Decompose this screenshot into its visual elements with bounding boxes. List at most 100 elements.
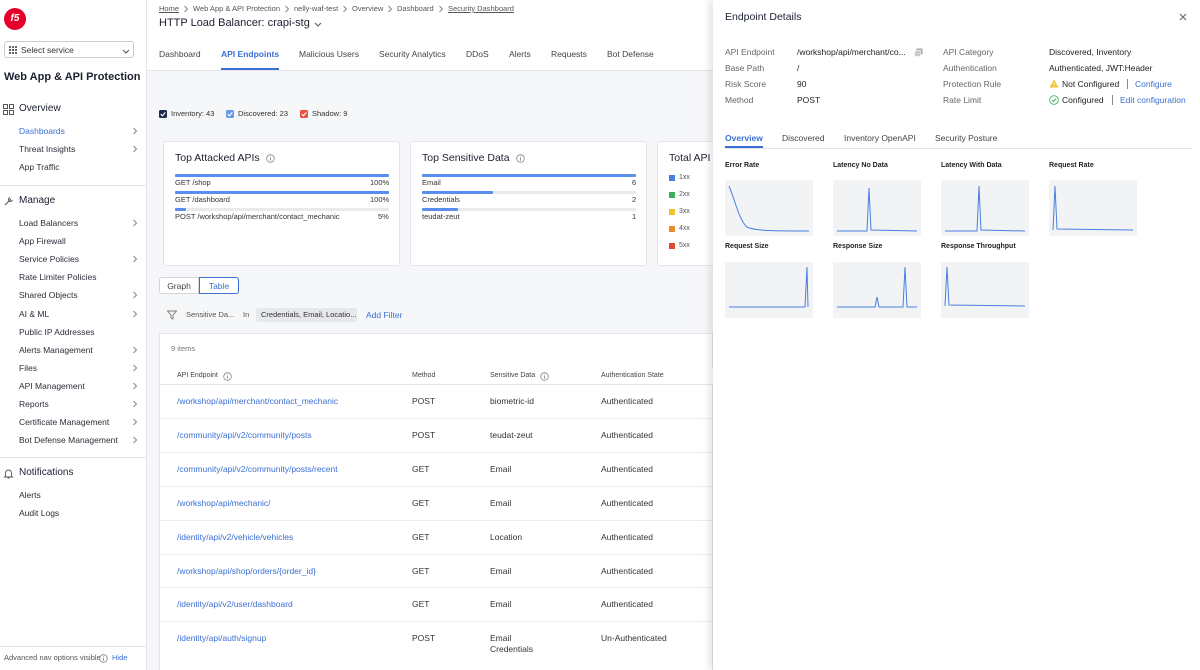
bar-value: 5% [378,212,389,221]
breadcrumb-item[interactable]: nelly-waf-test [294,4,339,13]
ok-icon-svg [1049,95,1059,105]
column-header: Method [412,372,436,379]
view-toggle[interactable]: Graph [159,277,199,294]
table-cell[interactable]: /community/api/v2/community/posts [177,429,312,440]
logo: f5 [4,8,26,30]
panel-tab[interactable]: Overview [725,133,763,143]
table-cell[interactable]: /workshop/api/merchant/contact_mechanic [177,396,339,406]
main-tab[interactable]: Security Analytics [379,49,446,59]
main-tab[interactable]: Dashboard [159,49,201,59]
nav-item[interactable]: Reports [19,399,49,409]
table-cell: teudat-zeut [490,429,533,440]
section-icon-svg [3,104,14,115]
bar-label: Email [422,178,441,187]
close-button[interactable] [1178,12,1188,22]
info-circle [223,372,232,381]
copy-icon-svg [914,48,923,57]
table-cell[interactable]: /workshop/api/mechanic/ [177,497,271,508]
breadcrumb-item[interactable]: Security Dashboard [448,4,514,13]
nav-item[interactable]: Rate Limiter Policies [19,272,97,283]
chart-title: Latency With Data [941,162,1002,169]
footer-hide[interactable]: Hide [112,653,128,662]
nav-item[interactable]: App Traffic [19,162,60,173]
bar-label: Credentials [422,195,460,204]
nav-item[interactable]: Bot Defense Management [19,435,118,446]
main-tab[interactable]: DDoS [466,49,489,59]
sparkline-bg [941,262,1029,318]
sparkline-chart-svg [941,262,1029,318]
nav-item[interactable]: Alerts [19,490,41,500]
sparkline-chart-svg [725,262,813,318]
chevron [132,382,138,390]
check-mark-svg [160,112,166,117]
table-cell[interactable]: /identity/api/v2/user/dashboard [177,599,293,610]
main-tab[interactable]: Alerts [509,49,531,59]
nav-item[interactable]: Threat Insights [19,144,76,155]
table-cell[interactable]: /workshop/api/shop/orders/{order_id} [177,565,316,576]
nav-item[interactable]: Certificate Management [19,417,110,428]
table-cell: biometric-id [490,396,534,406]
chevron-path [133,219,138,227]
info-circle [266,154,275,163]
check-path [301,112,307,117]
table-cell: Email [490,565,512,576]
filter-checkbox[interactable] [300,110,308,118]
table-cell[interactable]: /identity/api/auth/signup [177,633,267,644]
panel-tab[interactable]: Inventory OpenAPI [844,133,916,143]
chevron-svg [388,5,393,13]
sparkline-chart [941,262,1029,318]
detail-action[interactable]: Edit configuration [1120,95,1186,105]
nav-item[interactable]: Public IP Addresses [19,326,95,337]
view-toggle[interactable]: Table [199,277,239,294]
funnel-path [166,310,178,320]
info-circle [540,372,549,381]
table-cell[interactable]: /identity/api/v2/vehicle/vehicles [177,531,294,542]
detail-label: API Category [943,47,994,57]
detail-value: 90 [797,79,807,89]
nav-item[interactable]: Dashboards [19,126,65,136]
add-filter[interactable]: Add Filter [366,310,403,320]
sparkline [837,187,918,232]
panel-tab[interactable]: Security Posture [935,133,998,143]
breadcrumb-item[interactable]: Home [159,4,180,13]
nav-item[interactable]: Service Policies [19,254,79,265]
service-select[interactable]: Select service [4,41,134,58]
detail-action[interactable]: Configure [1135,79,1172,89]
nav-item[interactable]: Files [19,362,37,373]
table-cell: Email [490,633,512,644]
chevron [387,5,393,13]
breadcrumb-item[interactable]: Overview [352,4,384,13]
ok-check [1051,98,1057,103]
nav-item[interactable]: API Management [19,380,85,391]
table-cell: Authenticated [601,531,653,542]
chevron-svg [133,436,138,444]
bar-value: 2 [632,195,637,204]
info-icon [516,154,525,163]
table-cell: Authenticated [601,463,653,474]
breadcrumb-item[interactable]: Web App & API Protection [193,4,280,13]
chevron-svg [133,310,138,317]
table-cell: POST [412,429,436,440]
filter-checkbox[interactable] [226,110,234,118]
nav-item[interactable]: Alerts Management [19,344,93,355]
chevron [132,219,138,227]
nav-item[interactable]: AI & ML [19,308,50,319]
main-tab[interactable]: Bot Defense [607,49,654,59]
filter-checkbox[interactable] [159,110,167,118]
sparkline [837,266,917,308]
copy-icon[interactable] [914,48,923,57]
title-caret-svg [314,22,322,27]
main-tab[interactable]: Requests [551,49,587,59]
nav-item[interactable]: Audit Logs [19,508,60,519]
nav-item[interactable]: Shared Objects [19,290,78,301]
check-path [160,112,166,117]
table-cell[interactable]: /community/api/v2/community/posts/recent [177,463,338,474]
breadcrumb-item[interactable]: Dashboard [397,4,434,13]
nav-item[interactable]: App Firewall [19,236,66,247]
panel-tab[interactable]: Discovered [782,133,825,143]
chevron-svg [285,5,290,13]
main-tab[interactable]: Malicious Users [299,49,359,59]
main-tab[interactable]: API Endpoints [221,49,280,59]
panel-title: Endpoint Details [725,11,802,23]
nav-item[interactable]: Load Balancers [19,218,79,228]
